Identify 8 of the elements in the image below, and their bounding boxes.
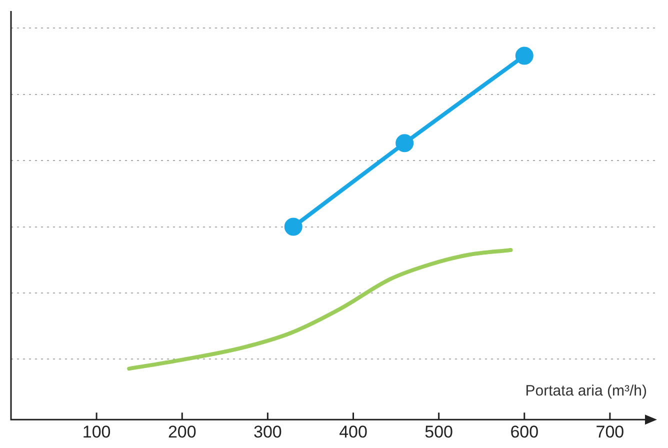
x-tick-label: 400 — [339, 422, 368, 442]
x-tick-label: 100 — [82, 422, 111, 442]
x-tick-label: 700 — [596, 422, 624, 442]
x-tick-label: 500 — [424, 422, 453, 442]
x-axis-title: Portata aria (m³/h) — [525, 382, 647, 400]
x-tick-label: 300 — [254, 422, 282, 442]
x-tick-label: 200 — [168, 422, 196, 442]
x-tick-label: 600 — [510, 422, 539, 442]
